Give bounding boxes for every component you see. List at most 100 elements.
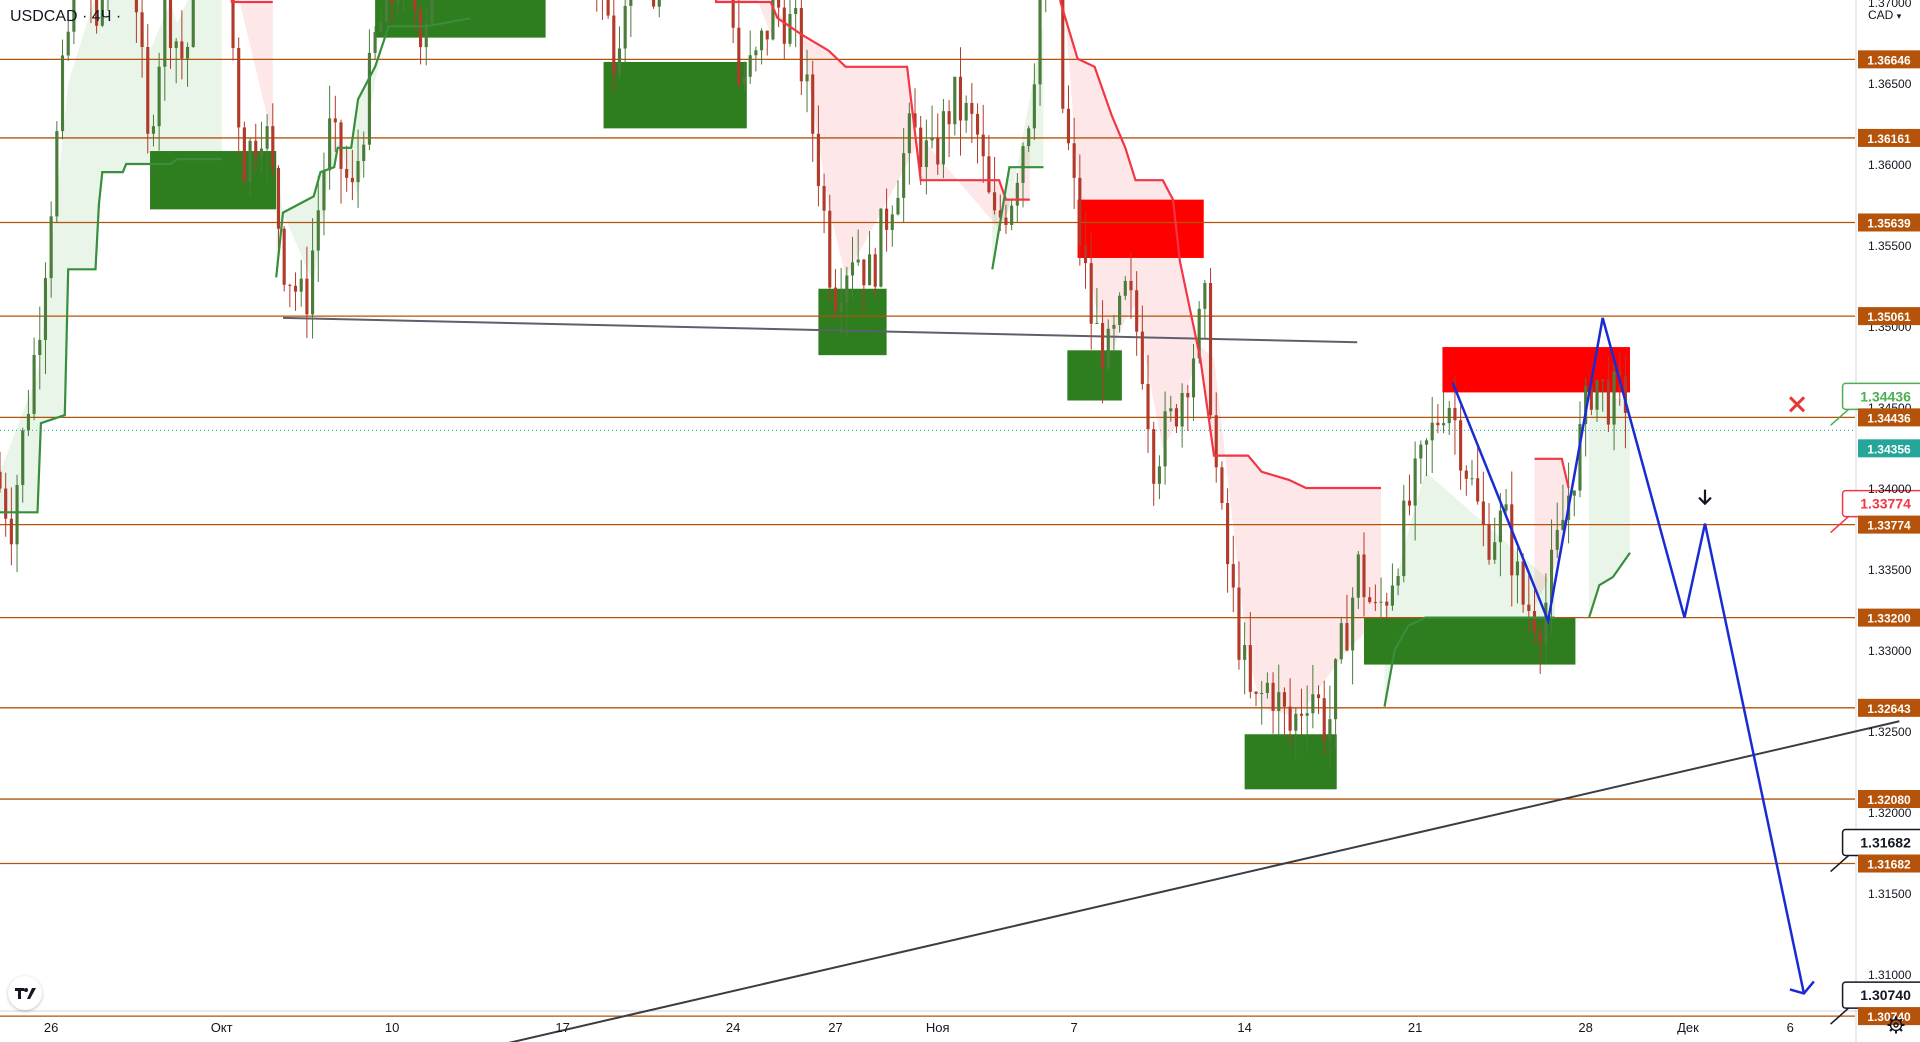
candle-body [1129, 280, 1133, 291]
supertrend-fill [276, 0, 471, 285]
candle-body [862, 259, 866, 286]
candle-body [902, 153, 906, 198]
candle-body [373, 32, 377, 53]
candle-body [1191, 358, 1196, 398]
candle-body [390, 0, 394, 3]
candle-body [1066, 108, 1071, 144]
candle-body [845, 275, 849, 303]
callout-leader [1830, 1007, 1850, 1025]
candle-body [151, 126, 156, 134]
gear-icon[interactable] [1886, 1015, 1906, 1035]
demand-zone[interactable] [1067, 350, 1122, 401]
candle-body [1601, 379, 1605, 381]
level-price-tag[interactable] [1858, 515, 1920, 534]
candle-body [1038, 0, 1042, 85]
level-price-tag[interactable] [1858, 698, 1920, 717]
candle-body [1140, 331, 1144, 385]
candle-body [885, 208, 889, 230]
candle-body [1578, 424, 1582, 491]
candle-body [1481, 501, 1485, 525]
close-cross-icon[interactable] [1789, 396, 1806, 413]
candle-body [276, 167, 281, 229]
supertrend-fill [1060, 0, 1381, 715]
candle-body [1186, 392, 1190, 398]
supertrend-fill [624, 0, 1030, 278]
candle-body [1015, 182, 1019, 206]
candle-body [1288, 706, 1292, 731]
candle-body [1521, 561, 1525, 605]
level-price-tag[interactable] [1858, 790, 1920, 809]
demand-zone[interactable] [603, 61, 747, 129]
current-price-tag[interactable] [1858, 439, 1920, 458]
candle-body [1498, 510, 1502, 543]
candle-body [384, 0, 389, 23]
currency-selector[interactable]: CAD ▾ [1868, 8, 1901, 22]
level-price-tag[interactable] [1858, 128, 1920, 147]
candle-body [782, 7, 786, 44]
interval[interactable]: 4Ч [91, 8, 112, 25]
time-tick-label: Дек [1677, 1020, 1699, 1035]
candle-body [1123, 280, 1127, 296]
level-price-tag[interactable] [1858, 408, 1920, 427]
candle-body [282, 228, 286, 285]
time-tick-label: 28 [1578, 1020, 1592, 1035]
candle-body [1180, 392, 1184, 427]
candle-body [26, 413, 30, 431]
demand-zone[interactable] [375, 0, 546, 38]
candle-body [180, 41, 184, 59]
candle-body [1254, 691, 1258, 694]
projection-path[interactable] [1451, 317, 1806, 994]
candle-body [32, 354, 36, 414]
candle-body [1248, 645, 1252, 692]
supply-zone[interactable] [1442, 347, 1630, 393]
candle-body [231, 0, 235, 49]
level-price-tag[interactable] [1858, 854, 1920, 873]
level-price-tag-text: 1.36161 [1867, 132, 1911, 146]
level-price-tag[interactable] [1858, 50, 1920, 69]
candle-body [163, 0, 167, 67]
level-price-tag-text: 1.31682 [1867, 858, 1911, 872]
horizontal-trendline[interactable] [283, 316, 1358, 344]
candle-body [305, 278, 309, 315]
candle-body [413, 0, 417, 11]
price-callout-text: 1.33774 [1860, 496, 1911, 512]
price-callout-text: 1.34436 [1860, 388, 1911, 404]
level-price-tag[interactable] [1858, 1007, 1920, 1026]
candle-body [339, 122, 343, 169]
callout-leader [1830, 408, 1850, 426]
candle-body [1561, 519, 1565, 531]
candle-body [1027, 128, 1031, 147]
level-price-tag[interactable] [1858, 213, 1920, 232]
candle-body [1396, 576, 1400, 586]
candle-body [1237, 587, 1241, 660]
price-tick-label: 1.37000 [1868, 0, 1912, 10]
candle-body [0, 471, 2, 489]
candle-body [913, 113, 917, 128]
demand-zone[interactable] [1244, 734, 1337, 790]
level-price-tag[interactable] [1858, 307, 1920, 326]
candle-body [1413, 458, 1417, 506]
candle-body [1402, 500, 1406, 577]
supply-zone[interactable] [1077, 199, 1204, 258]
level-price-tag[interactable] [1858, 608, 1920, 627]
candle-body [1032, 84, 1036, 129]
symbol-name[interactable]: USDCAD [10, 8, 78, 25]
candle-body [1612, 371, 1616, 425]
demand-zone[interactable] [150, 151, 277, 210]
candle-body [850, 262, 855, 276]
candle-body [924, 140, 928, 167]
price-tick-label: 1.35500 [1868, 239, 1912, 253]
demand-zone[interactable] [1364, 617, 1576, 665]
chevron-down-icon: ▾ [1896, 11, 1902, 21]
candle-body [1459, 420, 1463, 471]
candle-body [1555, 530, 1559, 550]
level-price-tag-text: 1.36646 [1867, 53, 1911, 67]
candle-body [1208, 283, 1213, 416]
tradingview-logo-icon[interactable] [8, 976, 42, 1010]
ascending-trendline[interactable] [477, 720, 1900, 1042]
candle-body [1152, 429, 1156, 484]
demand-zone[interactable] [818, 288, 887, 356]
price-tick-label: 1.31500 [1868, 887, 1912, 901]
